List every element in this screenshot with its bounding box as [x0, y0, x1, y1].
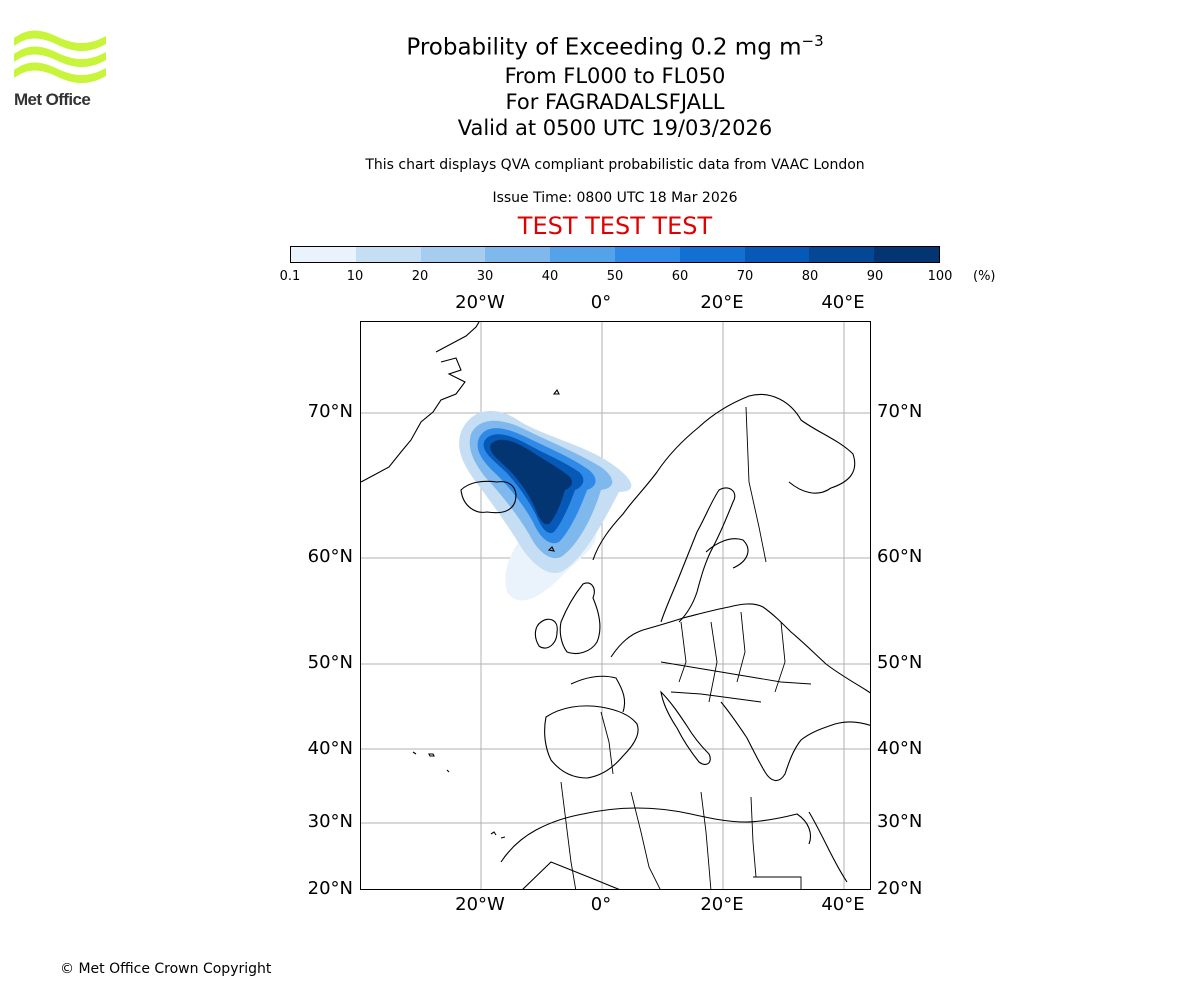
issue-time: Issue Time: 0800 UTC 18 Mar 2026	[492, 190, 738, 206]
lat-label-50n-left: 50°N	[307, 652, 353, 673]
met-office-logo-text: Met Office	[14, 90, 91, 109]
test-banner: TEST TEST TEST	[517, 212, 713, 240]
ash-probability-plume	[459, 410, 632, 601]
graticule	[361, 322, 870, 889]
colorbar-tick-label: 90	[866, 269, 884, 284]
lon-label-20e-bottom: 20°E	[700, 894, 744, 915]
chart-subtitle: This chart displays QVA compliant probab…	[365, 157, 865, 173]
lat-label-20n-right: 20°N	[877, 878, 923, 899]
colorbar-tick-label: 0.1	[279, 269, 301, 284]
lat-label-60n-right: 60°N	[877, 546, 923, 567]
colorbar-segment	[355, 247, 421, 262]
colorbar-tick-label: 20	[411, 269, 429, 284]
colorbar	[290, 246, 940, 263]
colorbar-segment	[291, 247, 356, 262]
colorbar-segment	[874, 247, 939, 262]
colorbar-segment	[550, 247, 615, 262]
colorbar-tick-label: 50	[606, 269, 624, 284]
lon-label-20w-top: 20°W	[455, 292, 505, 313]
colorbar-segment	[485, 247, 551, 262]
colorbar-tick-label: 40	[541, 269, 559, 284]
colorbar-segment	[420, 247, 486, 262]
lat-label-30n-left: 30°N	[307, 811, 353, 832]
lon-label-0-top: 0°	[590, 292, 612, 313]
title-flight-levels: From FL000 to FL050	[504, 63, 726, 88]
country-borders	[560, 406, 812, 889]
map-frame	[360, 321, 871, 890]
lon-label-40e-bottom: 40°E	[821, 894, 865, 915]
lon-label-0-bottom: 0°	[590, 894, 612, 915]
chart-title: Probability of Exceeding 0.2 mg m−3 From…	[300, 26, 930, 141]
coastlines	[361, 322, 870, 889]
lat-label-60n-left: 60°N	[307, 546, 353, 567]
colorbar-tick-label: 30	[476, 269, 494, 284]
colorbar-unit: (%)	[973, 269, 996, 284]
colorbar-segment	[614, 247, 680, 262]
title-valid-time: Valid at 0500 UTC 19/03/2026	[457, 115, 773, 140]
copyright: © Met Office Crown Copyright	[60, 961, 272, 977]
lat-label-40n-left: 40°N	[307, 738, 353, 759]
colorbar-tick-label: 70	[736, 269, 754, 284]
met-office-waves-icon	[14, 30, 106, 84]
lat-label-70n-left: 70°N	[307, 401, 353, 422]
colorbar-tick-label: 10	[346, 269, 364, 284]
lat-label-40n-right: 40°N	[877, 738, 923, 759]
colorbar-segment	[744, 247, 810, 262]
map-canvas	[361, 322, 870, 889]
lon-label-20e-top: 20°E	[700, 292, 744, 313]
title-unit-exponent: −3	[801, 32, 824, 50]
lat-label-20n-left: 20°N	[307, 878, 353, 899]
lat-label-50n-right: 50°N	[877, 652, 923, 673]
lon-label-40e-top: 40°E	[821, 292, 865, 313]
title-volcano: For FAGRADALSFJALL	[505, 89, 725, 114]
colorbar-tick-label: 100	[927, 269, 953, 284]
title-line1: Probability of Exceeding 0.2 mg m	[406, 34, 802, 61]
colorbar-tick-label: 80	[801, 269, 819, 284]
lat-label-70n-right: 70°N	[877, 401, 923, 422]
colorbar-tick-label: 60	[671, 269, 689, 284]
lat-label-30n-right: 30°N	[877, 811, 923, 832]
colorbar-segment	[809, 247, 875, 262]
lon-label-20w-bottom: 20°W	[455, 894, 505, 915]
met-office-logo: Met Office	[14, 30, 106, 112]
colorbar-segment	[679, 247, 745, 262]
